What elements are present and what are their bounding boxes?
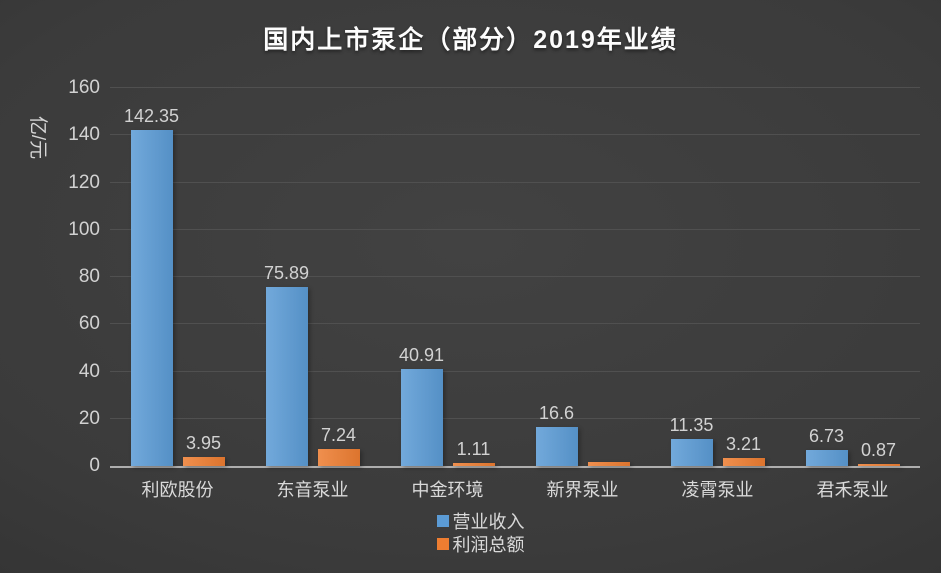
- gridline: [110, 370, 920, 372]
- bar-groups: 142.35 3.95 75.89 7.24 40.91 1.11 16.6 11.35 3.2…: [110, 88, 920, 467]
- y-tick-label: 40: [78, 360, 100, 382]
- bar-value-label: 1.11: [456, 439, 491, 460]
- profit-bar: [722, 458, 765, 466]
- x-category-label: 利欧股份: [141, 480, 214, 500]
- revenue-bar: [535, 426, 578, 467]
- bar-value-label: 11.35: [669, 415, 714, 436]
- revenue-bar-column: 142.35: [124, 88, 179, 467]
- y-tick-label: 80: [78, 266, 100, 287]
- gridline: [110, 134, 920, 136]
- profit-bar-column: [587, 88, 630, 466]
- bar-value-label: 75.89: [263, 262, 310, 283]
- revenue-bar-column: 16.6: [535, 88, 578, 467]
- bar-value-label: 6.73: [808, 426, 845, 447]
- profit-bar-column: 3.21: [722, 88, 765, 466]
- bar-value-label: 16.6: [538, 402, 575, 423]
- y-tick-label: 20: [78, 407, 100, 429]
- revenue-bar: [130, 129, 173, 467]
- bar-value-label: 7.24: [320, 424, 357, 445]
- legend-item-revenue: 营业收入: [436, 510, 525, 532]
- bar-value-label: 3.95: [185, 432, 222, 453]
- revenue-bar: [265, 286, 308, 467]
- gridline: [110, 181, 920, 183]
- bar-group-6: 6.73 0.87: [785, 88, 920, 467]
- revenue-bar-column: 75.89: [263, 88, 310, 467]
- profit-bar: [452, 463, 495, 466]
- legend: 营业收入 利润总额: [0, 510, 941, 555]
- bar-value-label: 40.91: [398, 345, 445, 366]
- profit-bar: [317, 448, 360, 467]
- profit-bar-column: 0.87: [857, 88, 900, 467]
- gridline: [110, 323, 920, 325]
- revenue-bar: [805, 450, 848, 466]
- legend-item-profit: 利润总额: [436, 533, 525, 555]
- bar-group-1: 142.35 3.95: [110, 88, 245, 467]
- bar-value-label: 0.87: [860, 439, 897, 460]
- profit-bar: [182, 456, 225, 467]
- profit-bar-column: 1.11: [452, 88, 495, 466]
- y-tick-label: 60: [78, 313, 100, 335]
- y-tick-label: 100: [68, 218, 100, 240]
- bar-value-label: 3.21: [725, 434, 762, 455]
- bar-group-5: 11.35 3.21: [650, 88, 785, 466]
- revenue-bar-column: 40.91: [398, 88, 445, 466]
- x-category-label: 君禾泵业: [816, 480, 889, 500]
- x-category-label: 东音泵业: [276, 480, 349, 500]
- gridline: [110, 87, 920, 88]
- x-axis-category-labels: 利欧股份 东音泵业 中金环境 新界泵业 凌霄泵业 君禾泵业: [110, 476, 920, 502]
- x-category-label: 凌霄泵业: [681, 480, 754, 500]
- y-tick-label: 0: [89, 455, 100, 476]
- chart-title: 国内上市泵企（部分）2019年业绩: [263, 26, 678, 54]
- y-tick-label: 140: [68, 124, 100, 146]
- profit-bar-column: 3.95: [182, 88, 225, 467]
- legend-label-revenue: 营业收入: [452, 512, 525, 532]
- y-axis-tick-labels: 0 20 40 60 80 100 120 140 160: [0, 77, 100, 476]
- bar-group-2: 75.89 7.24: [245, 88, 380, 467]
- profit-bar: [587, 462, 630, 466]
- bar-value-label: 142.35: [123, 105, 180, 126]
- y-tick-label: 160: [68, 77, 100, 98]
- revenue-bar: [400, 369, 443, 466]
- profit-bar: [857, 463, 900, 467]
- gridline: [110, 276, 920, 277]
- profit-bar-column: 7.24: [317, 88, 360, 467]
- y-tick-label: 120: [68, 171, 100, 193]
- revenue-bar: [670, 439, 713, 466]
- bar-group-3: 40.91 1.11: [380, 88, 515, 466]
- legend-label-profit: 利润总额: [452, 535, 525, 555]
- plot-area: 142.35 3.95 75.89 7.24 40.91 1.11 16.6 11.35 3.2…: [110, 87, 920, 468]
- revenue-bar-column: 6.73: [805, 88, 848, 466]
- x-category-label: 中金环境: [411, 480, 484, 500]
- bar-group-4: 16.6: [515, 88, 650, 467]
- revenue-bar-column: 11.35: [669, 88, 714, 466]
- gridline: [110, 228, 920, 230]
- x-category-label: 新界泵业: [546, 480, 619, 500]
- profit-legend-swatch-icon: [436, 538, 449, 550]
- revenue-legend-swatch-icon: [436, 515, 449, 527]
- gridline: [110, 417, 920, 419]
